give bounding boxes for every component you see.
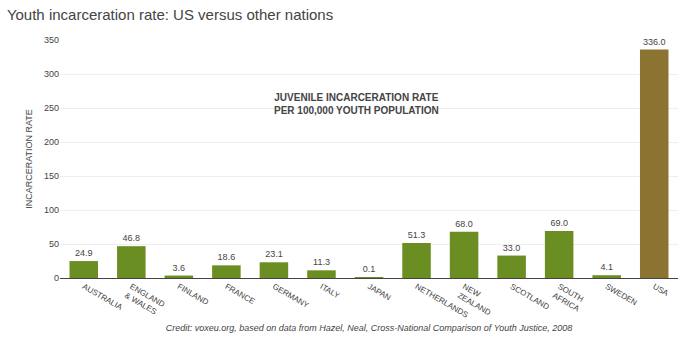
svg-text:ITALY: ITALY — [318, 282, 341, 301]
svg-text:300: 300 — [44, 69, 59, 79]
svg-text:SCOTLAND: SCOTLAND — [509, 282, 551, 312]
svg-text:SOUTHAFRICA: SOUTHAFRICA — [551, 282, 587, 314]
svg-text:4.1: 4.1 — [600, 262, 613, 272]
svg-text:USA: USA — [651, 282, 670, 298]
svg-text:46.8: 46.8 — [123, 233, 141, 243]
svg-text:ENGLAND& WALES: ENGLAND& WALES — [123, 282, 166, 318]
svg-text:68.0: 68.0 — [455, 219, 473, 229]
svg-text:200: 200 — [44, 137, 59, 147]
svg-text:AUSTRALIA: AUSTRALIA — [81, 282, 125, 312]
svg-text:18.6: 18.6 — [218, 252, 236, 262]
svg-text:SWEDEN: SWEDEN — [604, 282, 639, 307]
svg-text:33.0: 33.0 — [503, 243, 521, 253]
svg-text:100: 100 — [44, 205, 59, 215]
svg-text:FRANCE: FRANCE — [223, 282, 256, 306]
svg-text:0.1: 0.1 — [363, 264, 376, 274]
svg-text:336.0: 336.0 — [643, 37, 666, 47]
svg-text:Credit: voxeu.org, based on da: Credit: voxeu.org, based on data from Ha… — [166, 323, 573, 333]
svg-text:23.1: 23.1 — [265, 249, 283, 259]
svg-text:Youth incarceration rate: US v: Youth incarceration rate: US versus othe… — [7, 6, 333, 23]
svg-text:3.6: 3.6 — [173, 263, 186, 273]
svg-text:250: 250 — [44, 103, 59, 113]
svg-text:51.3: 51.3 — [408, 230, 426, 240]
svg-text:50: 50 — [49, 239, 59, 249]
svg-text:NEWZEALAND: NEWZEALAND — [456, 282, 498, 317]
svg-text:69.0: 69.0 — [550, 218, 568, 228]
svg-text:GERMANY: GERMANY — [271, 282, 311, 310]
svg-text:24.9: 24.9 — [75, 248, 93, 258]
svg-text:INCARCERATION RATE: INCARCERATION RATE — [24, 109, 34, 209]
svg-text:NETHERLANDS: NETHERLANDS — [414, 282, 470, 320]
svg-text:0: 0 — [54, 273, 59, 283]
svg-text:350: 350 — [44, 35, 59, 45]
svg-text:FINLAND: FINLAND — [176, 282, 210, 307]
svg-text:JAPAN: JAPAN — [366, 282, 393, 303]
svg-text:JUVENILE INCARCERATION RATEPER: JUVENILE INCARCERATION RATEPER 100,000 Y… — [274, 92, 439, 116]
svg-text:11.3: 11.3 — [313, 257, 330, 267]
svg-text:150: 150 — [44, 171, 59, 181]
